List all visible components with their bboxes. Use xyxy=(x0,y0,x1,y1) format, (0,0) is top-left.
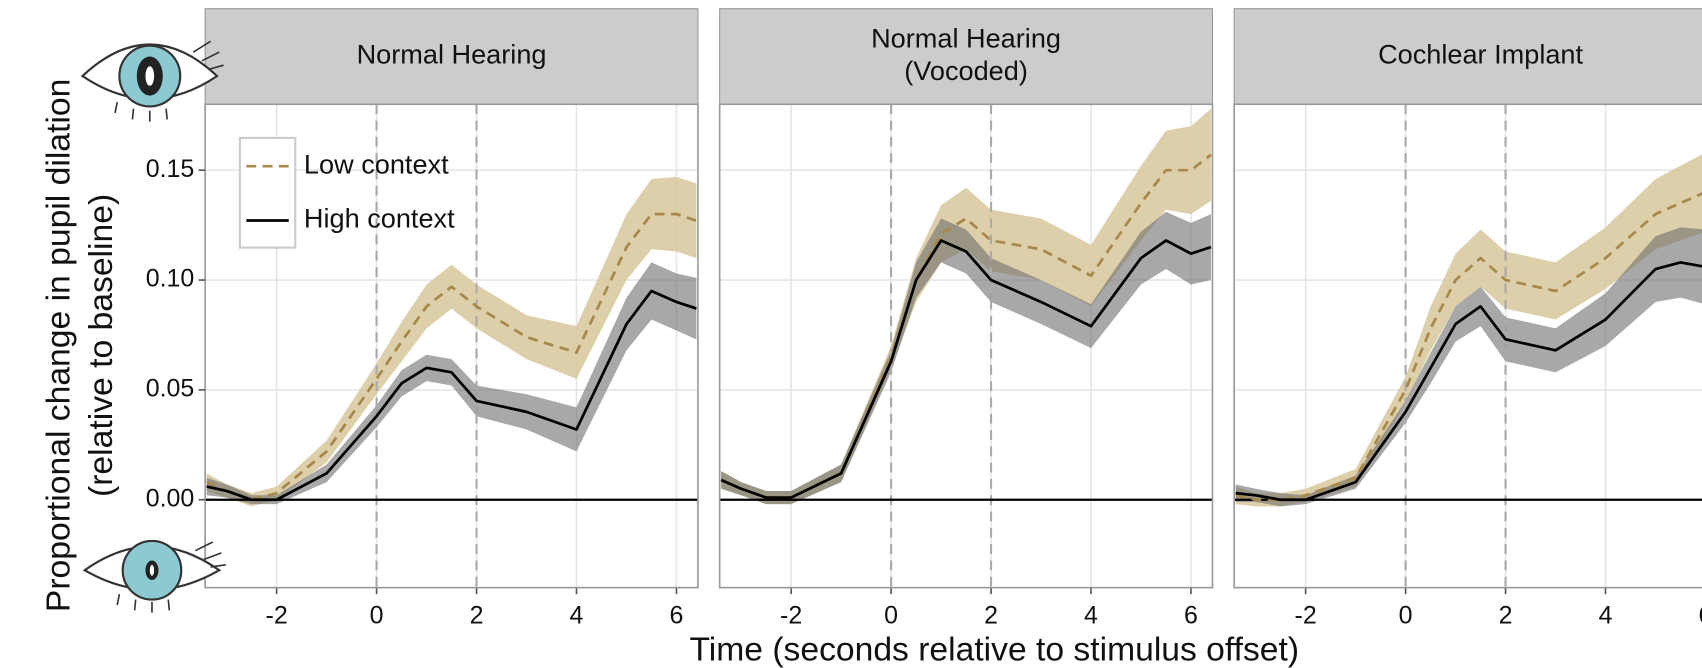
legend-label: Low context xyxy=(304,148,449,179)
strip-background xyxy=(719,8,1214,105)
confidence-band xyxy=(721,211,1211,505)
confidence-band xyxy=(206,262,697,505)
panel-border xyxy=(204,103,699,589)
y-tick-label: 0.00 xyxy=(146,484,195,512)
x-tick-label: -2 xyxy=(266,602,288,630)
x-axis-title: Time (seconds relative to stimulus offse… xyxy=(689,632,1299,668)
line xyxy=(1235,192,1702,502)
line xyxy=(1235,261,1702,502)
x-tick-label: -2 xyxy=(780,602,802,630)
panel: Normal Hearing -2 0 2 4 6 Low context High cont… xyxy=(204,8,699,630)
y-tick-label: 0.10 xyxy=(146,265,195,293)
eye-icon xyxy=(80,40,224,122)
x-tick-label: 4 xyxy=(1599,602,1613,630)
x-tick-label: 4 xyxy=(570,602,584,630)
confidence-band xyxy=(1235,154,1702,507)
strip-background xyxy=(204,8,699,105)
panel-border xyxy=(1233,103,1702,589)
panel-background xyxy=(1234,104,1702,588)
strip-title: Cochlear Implant xyxy=(1378,39,1583,70)
x-tick-label: 0 xyxy=(370,602,384,630)
eye-icon xyxy=(82,539,226,613)
x-tick-label: 4 xyxy=(1084,602,1098,630)
panel: Cochlear Implant -2 0 2 4 6 xyxy=(1233,8,1702,630)
x-tick-label: 6 xyxy=(1699,602,1702,630)
legend-box xyxy=(238,136,297,249)
line xyxy=(206,212,697,502)
x-tick-label: -2 xyxy=(1295,602,1317,630)
strip-title: Normal Hearing xyxy=(357,39,547,70)
confidence-band xyxy=(721,108,1211,505)
y-tick-label: 0.15 xyxy=(146,155,195,183)
y-axis-title: (relative to baseline) xyxy=(83,194,120,497)
panel: Normal Hearing(Vocoded) -2 0 2 4 6 xyxy=(718,8,1214,630)
y-axis-title: Proportional change in pupil dilation xyxy=(41,79,78,612)
x-tick-label: 6 xyxy=(1184,602,1198,630)
y-tick-label: 0.05 xyxy=(146,374,195,402)
confidence-band xyxy=(206,176,697,507)
x-tick-label: 0 xyxy=(884,602,898,630)
x-tick-label: 0 xyxy=(1399,602,1413,630)
panel-border xyxy=(718,103,1214,589)
strip-title: (Vocoded) xyxy=(904,55,1028,86)
x-tick-label: 6 xyxy=(670,602,684,630)
eye-icons xyxy=(80,40,226,613)
confidence-band xyxy=(1235,227,1702,507)
line xyxy=(720,239,1212,499)
strip-title: Normal Hearing xyxy=(871,22,1061,53)
x-tick-label: 2 xyxy=(1499,602,1513,630)
x-tick-label: 2 xyxy=(984,602,998,630)
strip-background xyxy=(1233,8,1702,105)
x-tick-label: 2 xyxy=(470,602,484,630)
legend-label: High context xyxy=(304,203,455,234)
line xyxy=(206,289,697,502)
